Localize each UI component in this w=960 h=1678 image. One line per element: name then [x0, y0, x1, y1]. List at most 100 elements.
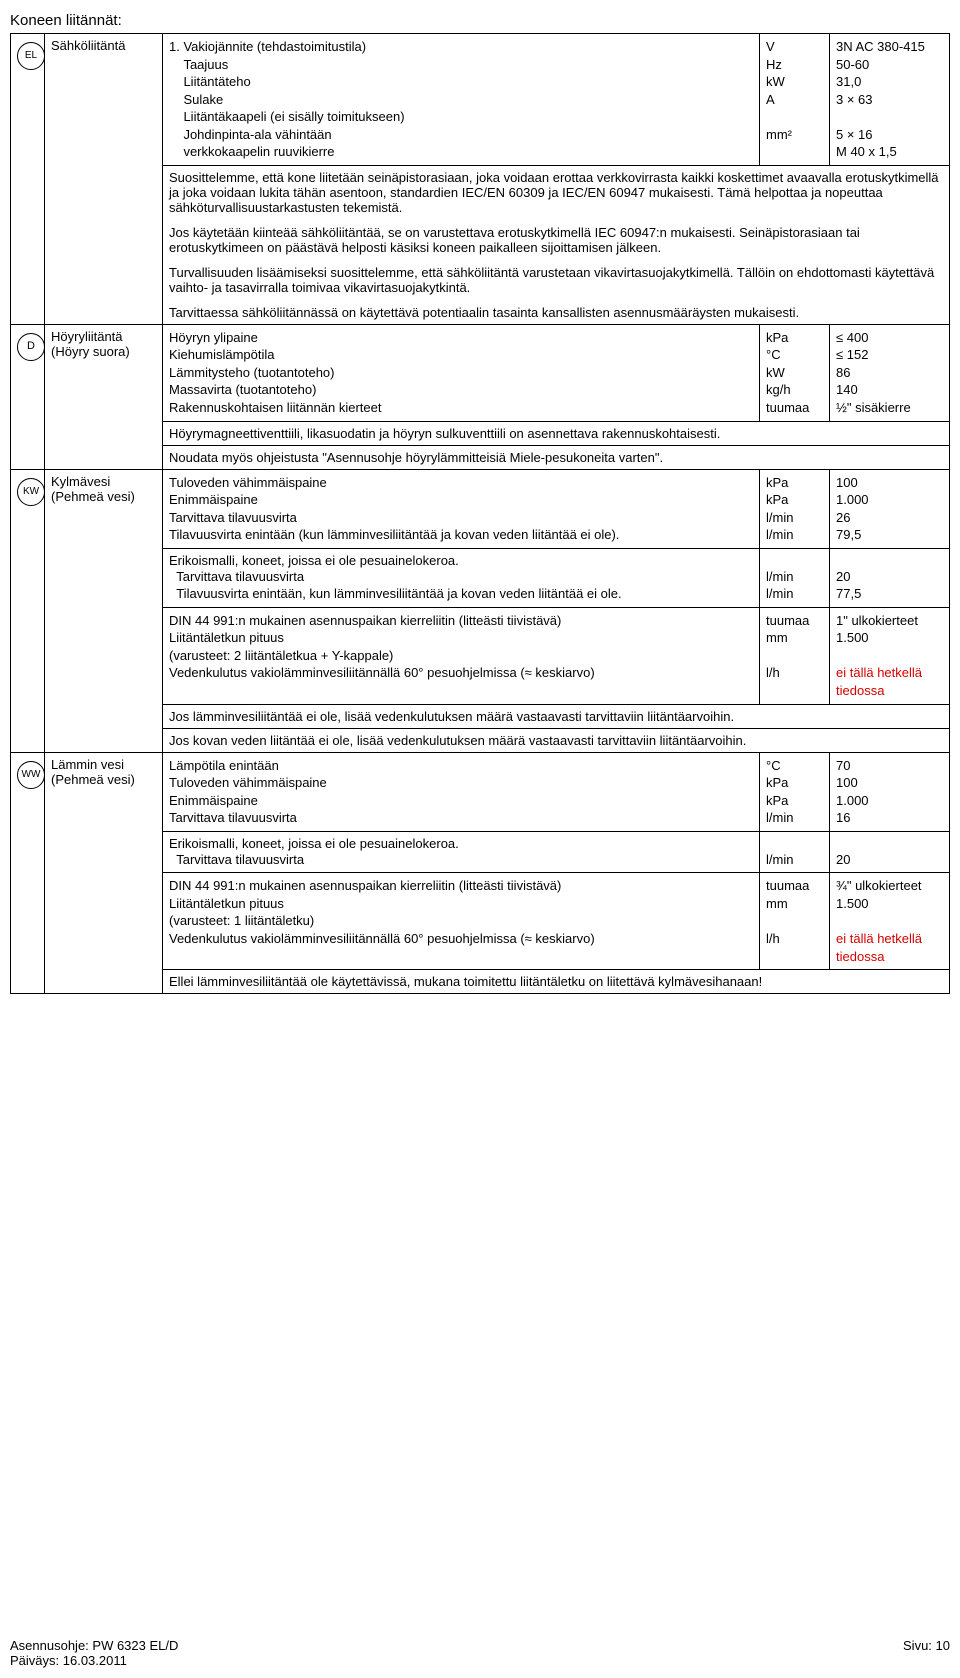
- section-icon-cell: KW: [11, 469, 45, 752]
- section-boxed-note: Jos kovan veden liitäntää ei ole, lisää …: [163, 728, 950, 752]
- spec-row-unit: V: [766, 38, 823, 56]
- spec-row-text: DIN 44 991:n mukainen asennuspaikan kier…: [169, 612, 753, 630]
- spec-row-value: 86: [836, 364, 943, 382]
- spec-row-text: Lämpötila enintään: [169, 757, 753, 775]
- spec-row-text: (varusteet: 1 liitäntäletku): [169, 912, 753, 930]
- spec-row-value: 5 × 16: [836, 126, 943, 144]
- spec-row-unit: [766, 647, 823, 665]
- spec-row-value: 20: [836, 851, 943, 869]
- spec-body: Höyryn ylipaineKiehumislämpötilaLämmitys…: [163, 324, 760, 421]
- spec-row-text: Vedenkulutus vakiolämminvesiliitännällä …: [169, 664, 753, 682]
- spec-row-unit: l/min: [766, 851, 823, 869]
- spec-row-unit: mm²: [766, 126, 823, 144]
- spec-row-text: Tarvittava tilavuusvirta: [169, 509, 753, 527]
- spec-row-unit: kPa: [766, 329, 823, 347]
- spec-row-unit: kPa: [766, 792, 823, 810]
- spec-row-text: Tilavuusvirta enintään, kun lämminvesili…: [169, 585, 753, 603]
- spec-values: 20: [830, 831, 950, 873]
- spec-units: °CkPakPal/min: [760, 752, 830, 831]
- d-icon: D: [17, 333, 45, 361]
- spec-row-value: 3N AC 380-415: [836, 38, 943, 56]
- spec-units: tuumaamm l/h: [760, 873, 830, 970]
- spec-row-unit: kW: [766, 364, 823, 382]
- spec-row-unit: kPa: [766, 774, 823, 792]
- spec-units: l/minl/min: [760, 548, 830, 607]
- spec-row-text: Liitäntäteho: [169, 73, 753, 91]
- spec-row-value: 26: [836, 509, 943, 527]
- spec-row-unit: [766, 912, 823, 930]
- el-icon: EL: [17, 42, 45, 70]
- spec-units: l/min: [760, 831, 830, 873]
- spec-row-value: 31,0: [836, 73, 943, 91]
- spec-row-value: ei tällä hetkellä tiedossa: [836, 664, 943, 699]
- spec-units: VHzkWA mm²: [760, 34, 830, 166]
- spec-row-value: 16: [836, 809, 943, 827]
- spec-body: Tuloveden vähimmäispaineEnimmäispaineTar…: [163, 469, 760, 548]
- spec-row-unit: l/min: [766, 526, 823, 544]
- spec-row-value: 1.500: [836, 629, 943, 647]
- spec-row-value: 140: [836, 381, 943, 399]
- spec-row-text: Tilavuusvirta enintään (kun lämminvesili…: [169, 526, 753, 544]
- spec-row-text: Enimmäispaine: [169, 792, 753, 810]
- spec-row-text: Tarvittava tilavuusvirta: [169, 851, 753, 869]
- spec-row-unit: °C: [766, 757, 823, 775]
- spec-row-unit: tuumaa: [766, 399, 823, 417]
- spec-row-value: 50-60: [836, 56, 943, 74]
- spec-body: 1. Vakiojännite (tehdastoimitustila) Taa…: [163, 34, 760, 166]
- spec-row-unit: mm: [766, 895, 823, 913]
- spec-row-value: [836, 108, 943, 126]
- spec-row-value: ei tällä hetkellä tiedossa: [836, 930, 943, 965]
- spec-row-unit: l/h: [766, 930, 823, 948]
- spec-values: 1" ulkokierteet1.500 ei tällä hetkellä t…: [830, 607, 950, 704]
- group-heading: Erikoismalli, koneet, joissa ei ole pesu…: [169, 553, 753, 568]
- kw-icon: KW: [17, 478, 45, 506]
- spec-row-text: Tarvittava tilavuusvirta: [169, 568, 753, 586]
- spec-row-unit: kPa: [766, 491, 823, 509]
- spec-row-text: Johdinpinta-ala vähintään: [169, 126, 753, 144]
- spec-row-text: Taajuus: [169, 56, 753, 74]
- spec-row-value: ≤ 400: [836, 329, 943, 347]
- spec-row-text: Massavirta (tuotantoteho): [169, 381, 753, 399]
- spec-row-value: 1" ulkokierteet: [836, 612, 943, 630]
- spec-row-text: 1. Vakiojännite (tehdastoimitustila): [169, 38, 753, 56]
- spec-row-text: Höyryn ylipaine: [169, 329, 753, 347]
- spec-row-value: [836, 647, 943, 665]
- spec-row-value: 77,5: [836, 585, 943, 603]
- spec-row-text: Lämmitysteho (tuotantoteho): [169, 364, 753, 382]
- spec-body: DIN 44 991:n mukainen asennuspaikan kier…: [163, 873, 760, 970]
- spec-row-text: verkkokaapelin ruuvikierre: [169, 143, 753, 161]
- spec-row-text: Tuloveden vähimmäispaine: [169, 774, 753, 792]
- spec-row-text: Liitäntäkaapeli (ei sisälly toimitukseen…: [169, 108, 753, 126]
- spec-values: 2077,5: [830, 548, 950, 607]
- spec-values: 701001.00016: [830, 752, 950, 831]
- section-icon-cell: D: [11, 324, 45, 469]
- spec-row-value: 79,5: [836, 526, 943, 544]
- spec-values: 3N AC 380-41550-6031,03 × 63 5 × 16M 40 …: [830, 34, 950, 166]
- footer-date: Päiväys: 16.03.2011: [10, 1653, 178, 1668]
- spec-row-text: (varusteet: 2 liitäntäletkua + Y-kappale…: [169, 647, 753, 665]
- section-boxed-note: Noudata myös ohjeistusta "Asennusohje hö…: [163, 445, 950, 469]
- spec-values: ≤ 400≤ 15286140½" sisäkierre: [830, 324, 950, 421]
- spec-body: Erikoismalli, koneet, joissa ei ole pesu…: [163, 831, 760, 873]
- section-label: Lämmin vesi(Pehmeä vesi): [45, 752, 163, 993]
- spec-row-value: 70: [836, 757, 943, 775]
- spec-row-value: ½" sisäkierre: [836, 399, 943, 417]
- spec-row-value: M 40 x 1,5: [836, 143, 943, 161]
- spec-row-unit: [766, 143, 823, 161]
- spec-row-value: ≤ 152: [836, 346, 943, 364]
- page-footer: Asennusohje: PW 6323 EL/D Päiväys: 16.03…: [10, 1638, 950, 1668]
- spec-row-unit: kW: [766, 73, 823, 91]
- ww-icon: WW: [17, 761, 45, 789]
- section-label: Kylmävesi(Pehmeä vesi): [45, 469, 163, 752]
- spec-values: 1001.0002679,5: [830, 469, 950, 548]
- section-label: Sähköliitäntä: [45, 34, 163, 325]
- spec-units: kPa°CkWkg/htuumaa: [760, 324, 830, 421]
- footer-doc-id: Asennusohje: PW 6323 EL/D: [10, 1638, 178, 1653]
- spec-row-unit: Hz: [766, 56, 823, 74]
- spec-row-text: Kiehumislämpötila: [169, 346, 753, 364]
- spec-row-value: ¾" ulkokierteet: [836, 877, 943, 895]
- spec-row-unit: °C: [766, 346, 823, 364]
- spec-row-unit: l/min: [766, 509, 823, 527]
- spec-values: ¾" ulkokierteet1.500 ei tällä hetkellä t…: [830, 873, 950, 970]
- section-boxed-note: Ellei lämminvesiliitäntää ole käytettävi…: [163, 970, 950, 994]
